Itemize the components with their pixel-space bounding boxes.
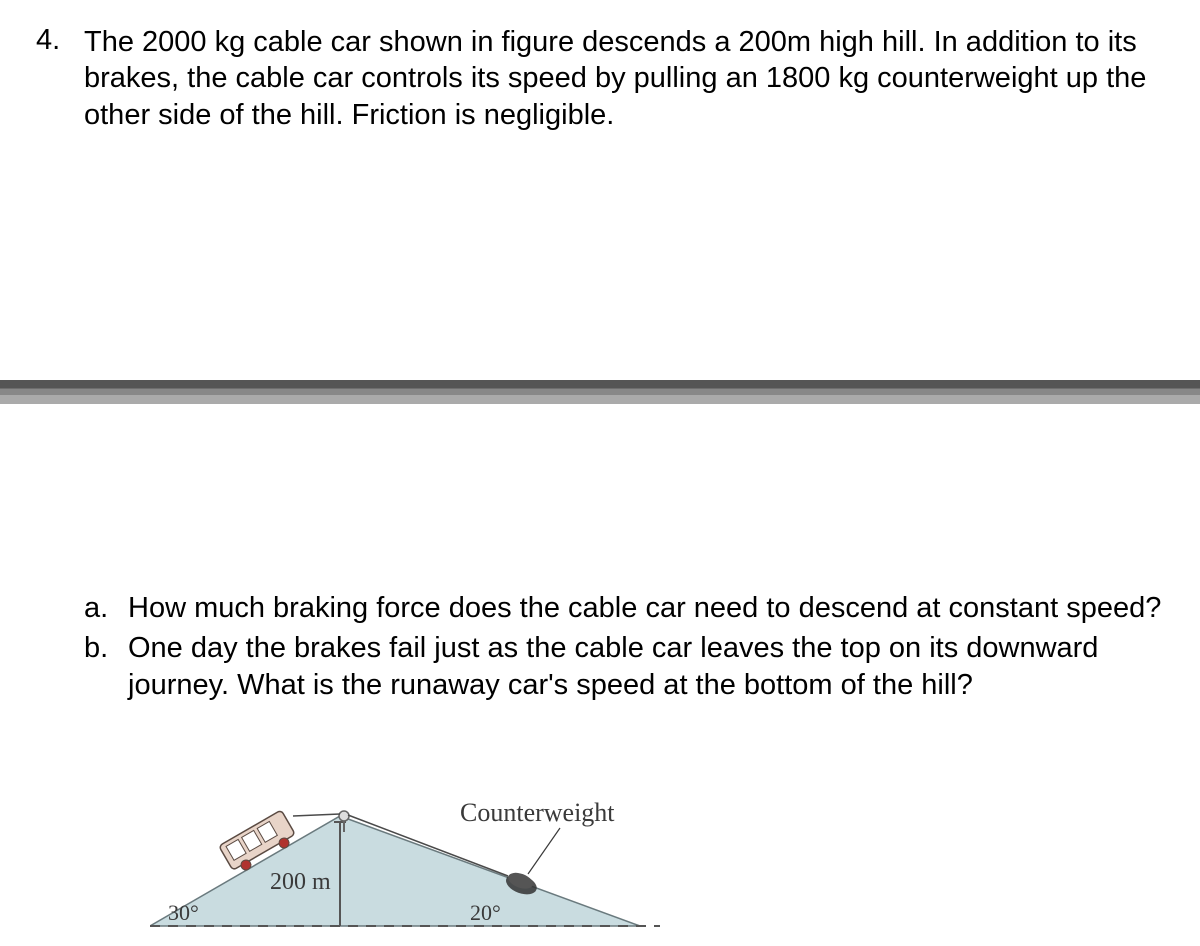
svg-text:30°: 30°	[168, 900, 199, 925]
subpart-b: b. One day the brakes fail just as the c…	[84, 630, 1170, 703]
subparts-block: a. How much braking force does the cable…	[84, 590, 1170, 707]
hill-figure: 200 m 30° 20° Counterweight	[150, 796, 710, 946]
page-divider	[0, 380, 1200, 404]
problem-number: 4.	[30, 24, 84, 57]
subpart-text: How much braking force does the cable ca…	[128, 590, 1170, 626]
counterweight-label: Counterweight	[460, 798, 615, 828]
subpart-text: One day the brakes fail just as the cabl…	[128, 630, 1170, 703]
subpart-letter: b.	[84, 630, 128, 666]
subpart-letter: a.	[84, 590, 128, 626]
subpart-a: a. How much braking force does the cable…	[84, 590, 1170, 626]
problem-stem: The 2000 kg cable car shown in figure de…	[84, 24, 1170, 133]
problem-block: 4. The 2000 kg cable car shown in figure…	[30, 24, 1170, 133]
svg-text:20°: 20°	[470, 900, 501, 925]
svg-text:200 m: 200 m	[270, 869, 331, 895]
